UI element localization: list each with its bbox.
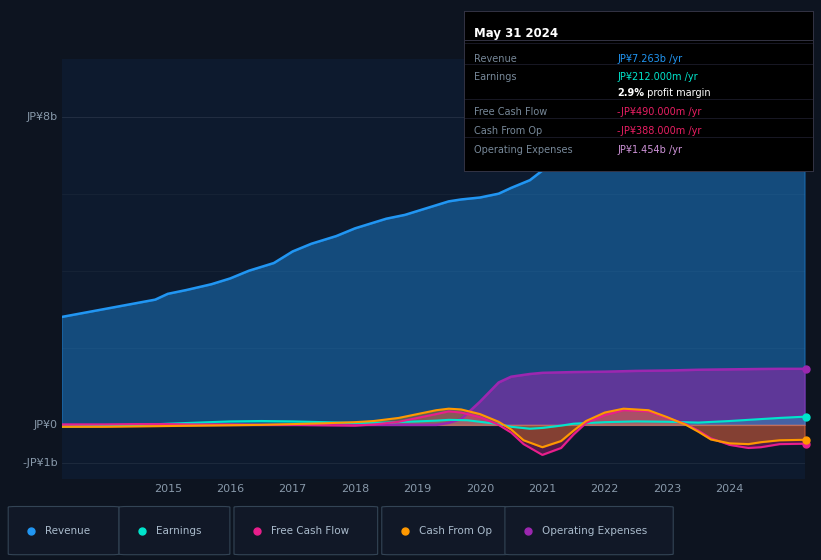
Text: JP¥212.000m /yr: JP¥212.000m /yr (617, 72, 698, 82)
Text: Cash From Op: Cash From Op (475, 126, 543, 136)
FancyBboxPatch shape (234, 506, 378, 555)
FancyBboxPatch shape (382, 506, 509, 555)
Text: Free Cash Flow: Free Cash Flow (475, 107, 548, 116)
Text: Operating Expenses: Operating Expenses (475, 145, 573, 155)
Text: -JP¥490.000m /yr: -JP¥490.000m /yr (617, 107, 702, 116)
Text: 2.9%: 2.9% (617, 87, 644, 97)
Text: Cash From Op: Cash From Op (419, 526, 492, 535)
Text: JP¥7.263b /yr: JP¥7.263b /yr (617, 54, 682, 64)
Text: JP¥8b: JP¥8b (27, 111, 57, 122)
Text: Operating Expenses: Operating Expenses (542, 526, 647, 535)
Text: Free Cash Flow: Free Cash Flow (271, 526, 349, 535)
Text: JP¥0: JP¥0 (34, 420, 57, 430)
Text: Earnings: Earnings (156, 526, 201, 535)
FancyBboxPatch shape (505, 506, 673, 555)
Text: May 31 2024: May 31 2024 (475, 27, 558, 40)
Text: -JP¥1b: -JP¥1b (22, 459, 57, 468)
Text: -JP¥388.000m /yr: -JP¥388.000m /yr (617, 126, 702, 136)
Text: Earnings: Earnings (475, 72, 517, 82)
Text: Revenue: Revenue (45, 526, 90, 535)
FancyBboxPatch shape (119, 506, 230, 555)
FancyBboxPatch shape (8, 506, 119, 555)
Text: Revenue: Revenue (475, 54, 517, 64)
Text: profit margin: profit margin (644, 87, 710, 97)
Text: JP¥1.454b /yr: JP¥1.454b /yr (617, 145, 682, 155)
